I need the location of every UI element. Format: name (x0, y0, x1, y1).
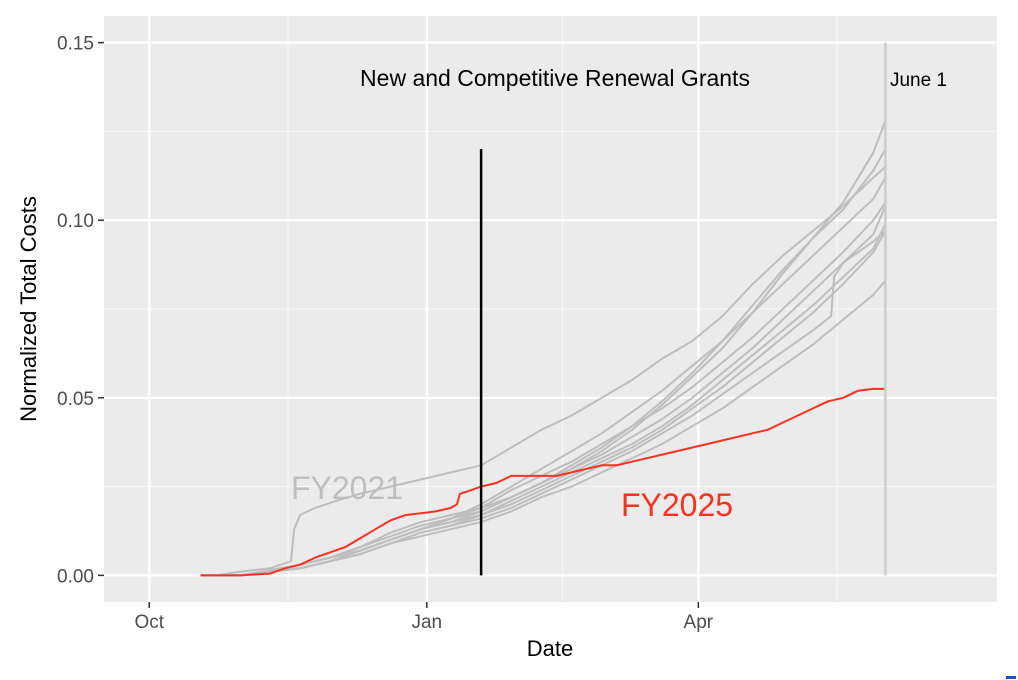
y-tick-label: 0.00 (57, 566, 94, 587)
series-line-history (215, 166, 887, 577)
series-line-fy2025 (200, 387, 886, 577)
fy2021-label: FY2021 (291, 470, 403, 506)
chart-annotation: New and Competitive Renewal Grants (360, 65, 750, 91)
x-tick-label: Jan (411, 612, 442, 633)
x-axis-title: Date (527, 636, 573, 661)
y-tick-label: 0.10 (57, 211, 94, 232)
y-tick-label: 0.05 (57, 389, 94, 410)
x-tick-label: Oct (134, 612, 164, 633)
x-tick-label: Apr (684, 612, 714, 633)
series-line-history (200, 279, 887, 577)
fy2025-label: FY2025 (621, 487, 733, 523)
y-axis-title: Normalized Total Costs (16, 196, 41, 422)
series-line-history (200, 201, 887, 577)
corner-mark (1006, 676, 1016, 679)
y-tick-label: 0.15 (57, 34, 94, 55)
june-1-label: June 1 (890, 70, 947, 91)
